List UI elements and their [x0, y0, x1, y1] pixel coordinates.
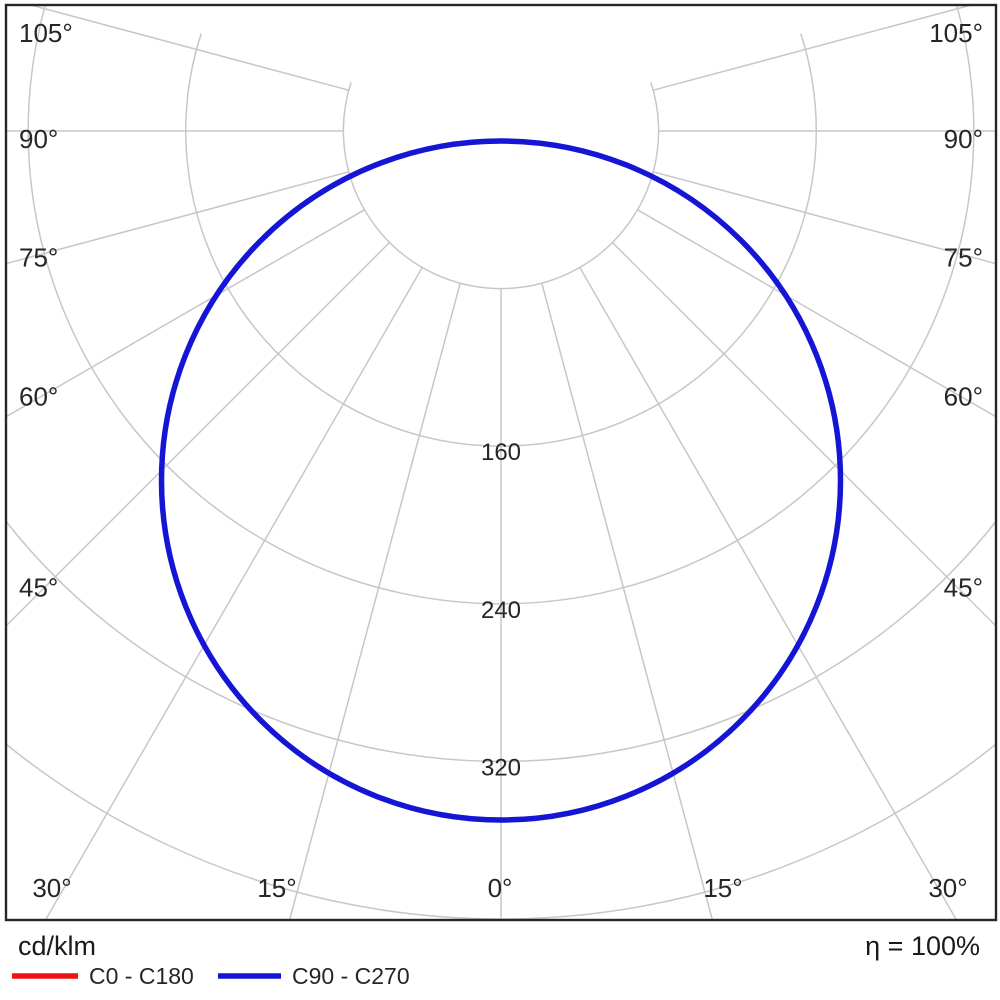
- svg-text:90°: 90°: [944, 124, 983, 154]
- svg-text:75°: 75°: [19, 243, 58, 273]
- svg-text:75°: 75°: [944, 243, 983, 273]
- svg-text:η = 100%: η = 100%: [865, 931, 980, 961]
- svg-text:240: 240: [481, 597, 521, 624]
- svg-text:60°: 60°: [944, 382, 983, 412]
- svg-text:45°: 45°: [944, 573, 983, 603]
- svg-text:30°: 30°: [32, 873, 71, 903]
- svg-text:105°: 105°: [929, 18, 983, 48]
- svg-text:60°: 60°: [19, 382, 58, 412]
- svg-text:90°: 90°: [19, 124, 58, 154]
- svg-text:C0 - C180: C0 - C180: [89, 963, 194, 989]
- svg-text:cd/klm: cd/klm: [18, 931, 96, 961]
- svg-text:45°: 45°: [19, 573, 58, 603]
- svg-text:15°: 15°: [257, 873, 296, 903]
- svg-text:30°: 30°: [928, 873, 967, 903]
- svg-text:105°: 105°: [19, 18, 73, 48]
- svg-text:0°: 0°: [488, 873, 513, 903]
- svg-text:320: 320: [481, 754, 521, 781]
- svg-text:15°: 15°: [703, 873, 742, 903]
- svg-text:C90 - C270: C90 - C270: [292, 963, 410, 989]
- svg-text:160: 160: [481, 439, 521, 466]
